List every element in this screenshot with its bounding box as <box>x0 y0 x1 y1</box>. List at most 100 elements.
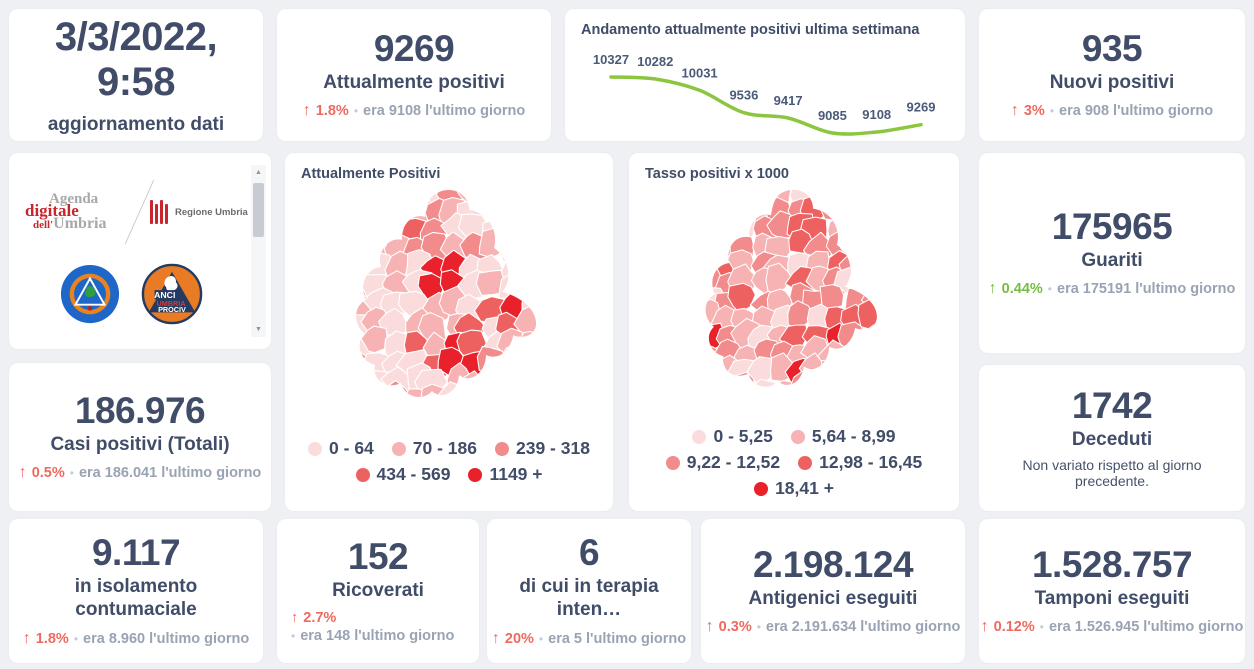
municipality-cell[interactable] <box>349 184 378 207</box>
municipality-cell[interactable] <box>730 371 757 404</box>
municipality-cell[interactable] <box>874 280 900 312</box>
scroll-up-button[interactable]: ▲ <box>255 169 262 176</box>
municipality-cell[interactable] <box>695 207 721 239</box>
municipality-cell[interactable] <box>860 249 890 284</box>
municipality-cell[interactable] <box>732 399 757 422</box>
municipality-cell[interactable] <box>356 382 389 415</box>
municipality-cell[interactable] <box>480 367 509 399</box>
scrollbar[interactable]: ▲ ▼ <box>251 165 266 337</box>
municipality-cell[interactable] <box>518 232 549 263</box>
municipality-cell[interactable] <box>537 216 560 242</box>
municipality-cell[interactable] <box>858 184 884 211</box>
municipality-cell[interactable] <box>876 196 900 223</box>
scrollbar-track[interactable] <box>251 177 266 325</box>
municipality-cell[interactable] <box>338 184 351 203</box>
municipality-cell[interactable] <box>479 193 509 222</box>
municipality-cell[interactable] <box>874 216 900 248</box>
municipality-cell[interactable] <box>342 193 369 222</box>
scroll-down-button[interactable]: ▼ <box>255 326 262 333</box>
municipality-cell[interactable] <box>521 367 546 398</box>
municipality-cell[interactable] <box>535 344 560 380</box>
municipality-cell[interactable] <box>338 190 361 223</box>
municipality-cell[interactable] <box>694 184 723 205</box>
municipality-cell[interactable] <box>475 382 506 412</box>
municipality-cell[interactable] <box>874 375 900 408</box>
municipality-cell[interactable] <box>423 411 455 434</box>
municipality-cell[interactable] <box>540 241 560 269</box>
municipality-cell[interactable] <box>363 193 392 225</box>
municipality-cell[interactable] <box>688 281 707 314</box>
municipality-cell[interactable] <box>694 396 719 422</box>
municipality-cell[interactable] <box>853 360 884 388</box>
municipality-cell[interactable] <box>538 308 560 336</box>
municipality-cell[interactable] <box>747 184 777 208</box>
municipality-cell[interactable] <box>516 257 547 287</box>
municipality-cell[interactable] <box>874 228 900 257</box>
municipality-cell[interactable] <box>875 337 900 366</box>
scrollbar-thumb[interactable] <box>253 183 264 237</box>
municipality-cell[interactable] <box>352 232 379 263</box>
municipality-cell[interactable] <box>495 407 523 434</box>
municipality-cell[interactable] <box>881 320 900 352</box>
municipality-cell[interactable] <box>840 358 866 390</box>
municipality-cell[interactable] <box>520 184 547 208</box>
municipality-cell[interactable] <box>688 376 701 406</box>
municipality-cell[interactable] <box>763 391 794 419</box>
municipality-cell[interactable] <box>405 407 435 434</box>
municipality-cell[interactable] <box>537 364 560 390</box>
municipality-cell[interactable] <box>536 390 560 420</box>
municipality-cell[interactable] <box>338 217 352 241</box>
municipality-cell[interactable] <box>765 262 793 293</box>
municipality-cell[interactable] <box>873 247 900 275</box>
municipality-cell[interactable] <box>820 358 851 385</box>
municipality-cell[interactable] <box>499 368 527 399</box>
municipality-cell[interactable] <box>381 184 417 209</box>
municipality-cell[interactable] <box>688 196 707 225</box>
municipality-cell[interactable] <box>880 184 900 202</box>
municipality-cell[interactable] <box>436 407 468 435</box>
municipality-cell[interactable] <box>501 384 532 415</box>
municipality-cell[interactable] <box>338 364 355 394</box>
municipality-cell[interactable] <box>709 393 741 422</box>
municipality-cell[interactable] <box>688 247 708 280</box>
municipality-cell[interactable] <box>345 403 372 433</box>
municipality-cell[interactable] <box>727 282 756 314</box>
municipality-cell[interactable] <box>823 378 856 409</box>
municipality-cell[interactable] <box>519 388 547 419</box>
municipality-cell[interactable] <box>806 184 837 204</box>
municipality-cell[interactable] <box>343 388 375 415</box>
municipality-cell[interactable] <box>460 390 492 419</box>
municipality-cell[interactable] <box>838 396 866 422</box>
map-svg-1[interactable] <box>688 184 900 422</box>
municipality-cell[interactable] <box>381 192 408 223</box>
municipality-cell[interactable] <box>878 306 900 335</box>
municipality-cell[interactable] <box>688 264 701 293</box>
municipality-cell[interactable] <box>834 377 865 401</box>
municipality-cell[interactable] <box>338 406 354 434</box>
municipality-cell[interactable] <box>529 290 558 320</box>
municipality-cell[interactable] <box>710 372 739 401</box>
municipality-cell[interactable] <box>803 398 827 422</box>
municipality-cell[interactable] <box>338 386 353 412</box>
municipality-cell[interactable] <box>695 360 726 388</box>
municipality-cell[interactable] <box>837 321 864 354</box>
municipality-cell[interactable] <box>726 197 758 227</box>
municipality-cell[interactable] <box>520 196 550 223</box>
municipality-cell[interactable] <box>688 343 708 371</box>
municipality-cell[interactable] <box>688 229 700 259</box>
municipality-cell[interactable] <box>826 184 855 206</box>
municipality-cell[interactable] <box>730 215 756 240</box>
municipality-cell[interactable] <box>695 343 721 374</box>
municipality-cell[interactable] <box>860 399 885 422</box>
municipality-cell[interactable] <box>691 375 722 404</box>
municipality-cell[interactable] <box>540 184 560 205</box>
municipality-cell[interactable] <box>749 378 779 405</box>
municipality-cell[interactable] <box>860 232 889 260</box>
municipality-cell[interactable] <box>842 184 873 206</box>
municipality-cell[interactable] <box>338 270 353 301</box>
municipality-cell[interactable] <box>854 196 881 224</box>
trend-chart-svg[interactable]: 10327 10282 10031 9536 9417 9085 9108 9269 <box>565 35 966 141</box>
municipality-cell[interactable] <box>688 393 706 420</box>
municipality-cell[interactable] <box>498 232 530 266</box>
municipality-cell[interactable] <box>338 254 352 282</box>
